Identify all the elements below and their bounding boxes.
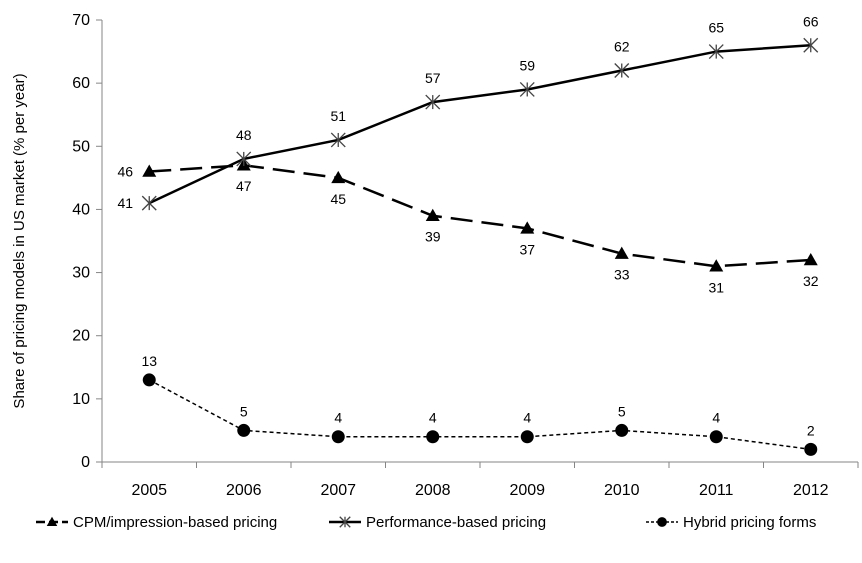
data-label: 47 bbox=[236, 178, 252, 194]
asterisk-marker bbox=[803, 37, 819, 53]
circle-marker bbox=[709, 430, 723, 444]
data-label: 46 bbox=[117, 164, 133, 180]
data-label: 45 bbox=[330, 191, 346, 207]
y-tick-label: 20 bbox=[72, 328, 90, 345]
series-line bbox=[148, 44, 811, 205]
data-label: 2 bbox=[807, 422, 815, 438]
y-tick-label: 40 bbox=[72, 201, 90, 218]
asterisk-marker bbox=[708, 44, 724, 60]
data-label: 4 bbox=[429, 410, 437, 426]
data-label: 48 bbox=[236, 127, 252, 143]
series-line bbox=[148, 379, 811, 451]
data-label: 66 bbox=[803, 13, 819, 29]
legend-item: Hybrid pricing forms bbox=[646, 514, 816, 531]
asterisk-marker bbox=[519, 81, 535, 97]
asterisk-marker bbox=[141, 195, 157, 211]
triangle-marker bbox=[142, 164, 157, 177]
data-label: 4 bbox=[334, 410, 342, 426]
data-label: 57 bbox=[425, 70, 441, 86]
x-tick-label: 2009 bbox=[509, 482, 545, 499]
y-tick-label: 50 bbox=[72, 138, 90, 155]
asterisk-marker bbox=[614, 63, 630, 78]
y-tick-label: 60 bbox=[72, 75, 90, 92]
circle-marker bbox=[804, 442, 818, 456]
legend-item: CPM/impression-based pricing bbox=[36, 514, 277, 531]
data-label: 62 bbox=[614, 39, 630, 55]
series-layer bbox=[141, 37, 819, 456]
asterisk-marker bbox=[236, 151, 252, 167]
data-label: 41 bbox=[117, 195, 133, 211]
legend-label: CPM/impression-based pricing bbox=[73, 514, 277, 531]
triangle-marker bbox=[709, 259, 724, 272]
series-line bbox=[149, 163, 811, 268]
data-label: 5 bbox=[240, 403, 248, 419]
circle-marker bbox=[615, 423, 629, 437]
asterisk-marker bbox=[425, 94, 441, 110]
legend-label: Hybrid pricing forms bbox=[683, 514, 816, 531]
circle-marker bbox=[657, 517, 667, 527]
triangle-marker bbox=[520, 221, 535, 234]
y-tick-label: 30 bbox=[72, 265, 90, 282]
x-tick-label: 2008 bbox=[415, 482, 451, 499]
series-triangle bbox=[142, 158, 818, 272]
y-tick-label: 0 bbox=[81, 454, 90, 471]
y-tick-label: 10 bbox=[72, 391, 90, 408]
data-label: 5 bbox=[618, 403, 626, 419]
data-label: 32 bbox=[803, 273, 819, 289]
x-tick-label: 2007 bbox=[320, 482, 356, 499]
data-label: 13 bbox=[141, 353, 157, 369]
data-label: 51 bbox=[330, 108, 346, 124]
data-label: 4 bbox=[712, 410, 720, 426]
asterisk-marker bbox=[330, 132, 346, 148]
data-label: 31 bbox=[708, 279, 724, 295]
x-tick-label: 2005 bbox=[131, 482, 167, 499]
x-tick-label: 2006 bbox=[226, 482, 262, 499]
data-label: 59 bbox=[519, 57, 535, 73]
asterisk-marker bbox=[339, 516, 351, 528]
triangle-marker bbox=[331, 170, 346, 184]
circle-marker bbox=[520, 430, 534, 444]
legend-label: Performance-based pricing bbox=[366, 514, 546, 531]
triangle-marker bbox=[46, 516, 58, 526]
x-tick-label: 2011 bbox=[699, 482, 734, 499]
circle-marker bbox=[331, 430, 345, 444]
series-circle bbox=[142, 373, 818, 456]
y-axis-title: Share of pricing models in US market (% … bbox=[11, 73, 28, 408]
axes: 0 10 20 30 40 50 60 70 2005 2006 2007 2008 2009 2010 2… bbox=[72, 12, 859, 499]
x-tick-label: 2010 bbox=[604, 482, 640, 499]
data-label: 39 bbox=[425, 229, 441, 245]
circle-marker bbox=[237, 423, 251, 437]
legend: CPM/impression-based pricing Performance-… bbox=[36, 514, 816, 531]
data-label: 4 bbox=[523, 410, 531, 426]
data-label: 65 bbox=[708, 20, 724, 36]
legend-item: Performance-based pricing bbox=[329, 514, 546, 531]
triangle-marker bbox=[803, 252, 818, 266]
data-label: 33 bbox=[614, 267, 630, 283]
x-tick-label: 2012 bbox=[793, 482, 829, 499]
y-tick-label: 70 bbox=[72, 12, 90, 29]
data-label: 37 bbox=[519, 241, 535, 257]
triangle-marker bbox=[614, 246, 629, 259]
circle-marker bbox=[426, 430, 440, 444]
circle-marker bbox=[142, 373, 156, 387]
triangle-marker bbox=[425, 208, 440, 221]
series-asterisk bbox=[141, 37, 819, 211]
